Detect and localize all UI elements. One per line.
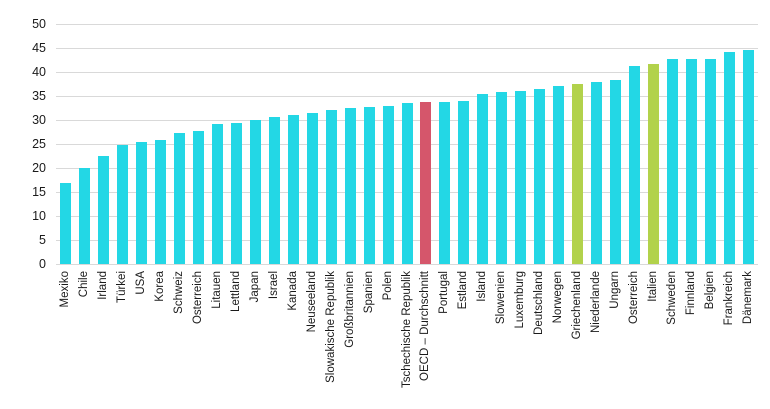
bar-schweiz xyxy=(173,132,185,264)
x-tick-label-usa: USA xyxy=(134,271,147,295)
x-tick-label-neuseeland: Neuseeland xyxy=(305,271,318,333)
bar-norwegen xyxy=(553,86,565,264)
x-tick-label-oecd-durchschnitt: OECD – Durchschnitt xyxy=(419,271,432,381)
x-tick-label-italien: Italien xyxy=(647,271,660,302)
x-tick-label-slowakische-republik: Slowakische Republik xyxy=(324,271,337,383)
gridline-0 xyxy=(56,264,758,265)
x-tick-label-slowenien: Slowenien xyxy=(495,271,508,325)
bar-japan xyxy=(249,119,261,264)
bar-slowenien xyxy=(496,92,508,264)
bar-estland xyxy=(458,101,470,264)
bar-deutschland xyxy=(534,88,546,264)
bar-belgien xyxy=(705,58,717,264)
x-tick-label-deutschland: Deutschland xyxy=(533,271,546,335)
x-tick-label-spanien: Spanien xyxy=(362,271,375,314)
bar-niederlande xyxy=(591,82,603,264)
x-tick-label-estland: Estland xyxy=(457,271,470,310)
bar-griechenland xyxy=(572,84,584,264)
x-tick-label-korea: Korea xyxy=(153,271,166,302)
y-tick-label-15: 15 xyxy=(32,185,46,199)
x-tick-label-gro-britannien: Großbritannien xyxy=(343,271,356,348)
gridline-45 xyxy=(56,48,758,49)
x-tick-label-norwegen: Norwegen xyxy=(552,271,565,324)
y-tick-label-5: 5 xyxy=(39,233,46,247)
y-tick-label-10: 10 xyxy=(32,209,46,223)
x-tick-label-island: Island xyxy=(476,271,489,302)
bar-slowakische-republik xyxy=(325,110,337,264)
x-tick-label-chile: Chile xyxy=(77,271,90,298)
bar-frankreich xyxy=(724,52,736,264)
y-tick-label-25: 25 xyxy=(32,137,46,151)
bar-chile xyxy=(78,168,90,264)
x-tick-label-d-nemark: Dänemark xyxy=(742,271,754,325)
bar-kanada xyxy=(287,114,299,264)
x-tick-label-schweden: Schweden xyxy=(666,271,679,325)
bar-neuseeland xyxy=(306,112,318,264)
x-tick-label--sterreich: Österreich xyxy=(191,271,204,325)
x-tick-label-belgien: Belgien xyxy=(704,271,717,310)
bar-t-rkei xyxy=(116,144,128,264)
x-tick-label-japan: Japan xyxy=(248,271,261,303)
bar-italien xyxy=(648,63,660,264)
bar--sterreich xyxy=(629,65,641,264)
x-tick-label-lettland: Lettland xyxy=(229,271,242,312)
bar-island xyxy=(477,94,489,264)
bar-oecd-durchschnitt xyxy=(420,101,432,264)
x-tick-label-ungarn: Ungarn xyxy=(609,271,622,309)
bar-israel xyxy=(268,116,280,264)
bar-portugal xyxy=(439,102,451,264)
x-tick-label-irland: Irland xyxy=(96,271,109,300)
x-tick-label-schweiz: Schweiz xyxy=(172,271,185,314)
gridline-35 xyxy=(56,96,758,97)
x-tick-label-portugal: Portugal xyxy=(438,271,451,314)
bar-luxemburg xyxy=(515,90,527,264)
bar-korea xyxy=(154,139,166,264)
y-tick-label-0: 0 xyxy=(39,257,46,271)
gridline-40 xyxy=(56,72,758,73)
bar-lettland xyxy=(230,122,242,264)
x-tick-label-finnland: Finnland xyxy=(685,271,698,316)
x-tick-label-luxemburg: Luxemburg xyxy=(514,271,527,329)
y-tick-label-50: 50 xyxy=(32,17,46,31)
bar-schweden xyxy=(667,58,679,264)
x-tick-label-frankreich: Frankreich xyxy=(723,271,736,326)
bar--sterreich xyxy=(192,130,204,264)
bar-irland xyxy=(97,156,109,264)
x-tick-label--sterreich: Österreich xyxy=(628,271,641,325)
x-tick-label-griechenland: Griechenland xyxy=(571,271,584,340)
bar-ungarn xyxy=(610,80,622,264)
x-tick-label-mexiko: Mexiko xyxy=(58,271,71,308)
y-tick-label-20: 20 xyxy=(32,161,46,175)
x-tick-label-t-rkei: Türkei xyxy=(115,271,128,303)
bar-tschechische-republik xyxy=(401,103,413,264)
x-tick-label-kanada: Kanada xyxy=(286,271,299,311)
gridline-50 xyxy=(56,24,758,25)
bar-finnland xyxy=(686,58,698,264)
bar-mexiko xyxy=(59,183,71,264)
y-tick-label-30: 30 xyxy=(32,113,46,127)
x-tick-label-litauen: Litauen xyxy=(210,271,223,309)
x-tick-label-tschechische-republik: Tschechische Republik xyxy=(400,271,413,388)
y-tick-label-40: 40 xyxy=(32,65,46,79)
x-tick-label-niederlande: Niederlande xyxy=(590,271,603,334)
x-tick-label-israel: Israel xyxy=(267,271,280,300)
y-tick-label-45: 45 xyxy=(32,41,46,55)
bar-usa xyxy=(135,142,147,264)
bar-gro-britannien xyxy=(344,108,356,264)
y-tick-label-35: 35 xyxy=(32,89,46,103)
bar-d-nemark xyxy=(743,49,754,264)
bar-spanien xyxy=(363,106,375,264)
bar-litauen xyxy=(211,123,223,264)
bar-polen xyxy=(382,106,394,264)
x-tick-label-polen: Polen xyxy=(381,271,394,301)
